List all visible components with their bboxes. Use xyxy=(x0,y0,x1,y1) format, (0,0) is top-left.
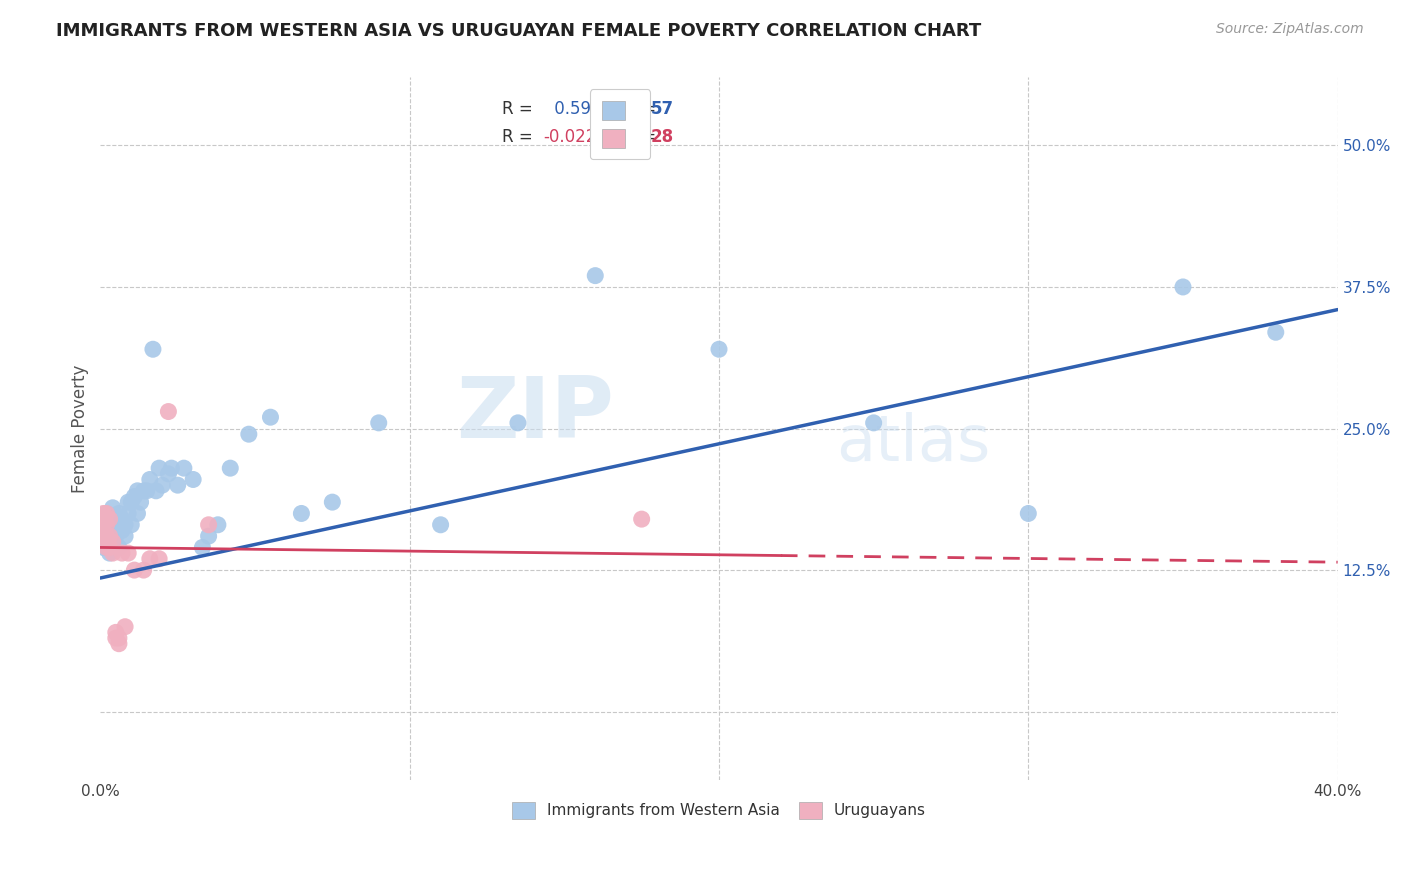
Point xyxy=(93,517,115,532)
Point xyxy=(93,541,115,555)
Point xyxy=(166,478,188,492)
Point xyxy=(157,404,180,418)
Point xyxy=(111,512,134,526)
Point xyxy=(96,529,118,543)
Point xyxy=(93,529,115,543)
Point xyxy=(101,546,124,560)
Point xyxy=(98,512,121,526)
Point xyxy=(135,483,157,498)
Point xyxy=(111,524,134,538)
Point xyxy=(124,563,146,577)
Text: R =: R = xyxy=(502,128,538,146)
Point xyxy=(104,631,127,645)
Text: 28: 28 xyxy=(651,128,673,146)
Point xyxy=(132,483,155,498)
Point xyxy=(101,517,124,532)
Point xyxy=(290,507,312,521)
Point xyxy=(506,416,529,430)
Point xyxy=(238,427,260,442)
Point xyxy=(148,551,170,566)
Point xyxy=(111,546,134,560)
Point xyxy=(630,512,652,526)
Point xyxy=(104,625,127,640)
Point xyxy=(108,507,131,521)
Point xyxy=(108,637,131,651)
Point xyxy=(114,517,136,532)
Point xyxy=(197,529,219,543)
Point xyxy=(145,483,167,498)
Point xyxy=(96,541,118,555)
Point xyxy=(173,461,195,475)
Point xyxy=(108,517,131,532)
Point xyxy=(120,495,142,509)
Point xyxy=(127,483,149,498)
Point xyxy=(1171,280,1194,294)
Point xyxy=(114,620,136,634)
Text: 0.596: 0.596 xyxy=(550,100,602,118)
Text: R =: R = xyxy=(502,100,538,118)
Text: N =: N = xyxy=(614,100,661,118)
Point xyxy=(191,541,214,555)
Point xyxy=(181,473,204,487)
Point xyxy=(96,517,118,532)
Point xyxy=(367,416,389,430)
Point xyxy=(129,495,152,509)
Text: -0.022: -0.022 xyxy=(543,128,596,146)
Point xyxy=(139,473,162,487)
Point xyxy=(93,507,115,521)
Point xyxy=(219,461,242,475)
Point xyxy=(96,524,118,538)
Point xyxy=(108,631,131,645)
Point xyxy=(197,517,219,532)
Point xyxy=(117,507,139,521)
Point xyxy=(583,268,606,283)
Point xyxy=(862,416,884,430)
Point xyxy=(117,495,139,509)
Point xyxy=(96,507,118,521)
Text: 57: 57 xyxy=(651,100,673,118)
Y-axis label: Female Poverty: Female Poverty xyxy=(72,364,89,492)
Point xyxy=(207,517,229,532)
Point xyxy=(120,517,142,532)
Point xyxy=(98,529,121,543)
Point xyxy=(98,529,121,543)
Text: atlas: atlas xyxy=(837,411,991,474)
Point xyxy=(117,546,139,560)
Point xyxy=(707,343,730,357)
Point xyxy=(108,541,131,555)
Point xyxy=(98,541,121,555)
Point xyxy=(101,534,124,549)
Point xyxy=(148,461,170,475)
Point xyxy=(259,410,281,425)
Point xyxy=(160,461,183,475)
Text: N =: N = xyxy=(614,128,661,146)
Point xyxy=(93,529,115,543)
Text: Source: ZipAtlas.com: Source: ZipAtlas.com xyxy=(1216,22,1364,37)
Point xyxy=(104,529,127,543)
Text: IMMIGRANTS FROM WESTERN ASIA VS URUGUAYAN FEMALE POVERTY CORRELATION CHART: IMMIGRANTS FROM WESTERN ASIA VS URUGUAYA… xyxy=(56,22,981,40)
Point xyxy=(93,529,115,543)
Point xyxy=(104,524,127,538)
Point xyxy=(132,563,155,577)
Point xyxy=(157,467,180,481)
Point xyxy=(93,512,115,526)
Point xyxy=(114,529,136,543)
Point xyxy=(139,551,162,566)
Point xyxy=(101,500,124,515)
Point xyxy=(1264,325,1286,339)
Point xyxy=(1017,507,1039,521)
Point xyxy=(101,534,124,549)
Point xyxy=(98,546,121,560)
Text: ZIP: ZIP xyxy=(456,373,614,456)
Point xyxy=(321,495,343,509)
Point xyxy=(124,490,146,504)
Point xyxy=(98,517,121,532)
Point xyxy=(104,512,127,526)
Point xyxy=(150,478,173,492)
Point xyxy=(429,517,451,532)
Point xyxy=(127,507,149,521)
Legend: Immigrants from Western Asia, Uruguayans: Immigrants from Western Asia, Uruguayans xyxy=(506,796,932,824)
Point xyxy=(96,507,118,521)
Point xyxy=(142,343,165,357)
